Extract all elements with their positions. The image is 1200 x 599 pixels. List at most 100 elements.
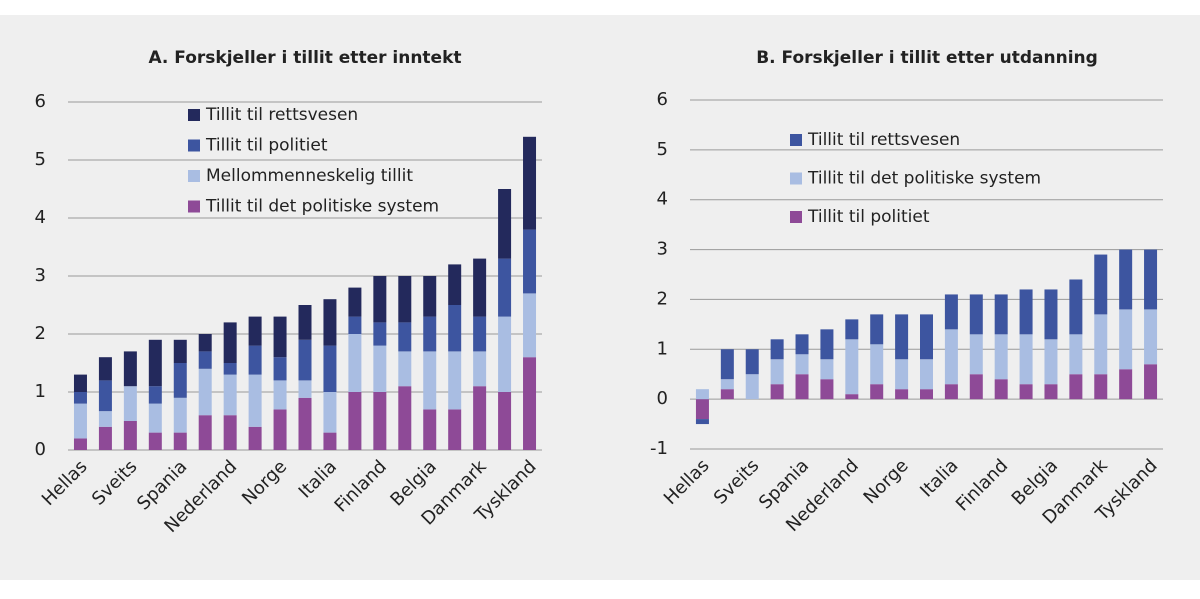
bar-segment	[1094, 314, 1108, 375]
bar-segment	[994, 294, 1008, 335]
legend-label: Tillit til rettsvesen	[205, 105, 358, 125]
bar-segment	[1144, 309, 1158, 365]
bar-segment	[1069, 279, 1083, 335]
bar-segment	[248, 374, 262, 427]
bar-segment	[173, 397, 187, 433]
bar-segment	[248, 426, 262, 450]
bar-segment	[820, 379, 834, 400]
bar-segment	[523, 293, 537, 358]
bar-segment	[98, 426, 112, 450]
bar-segment	[994, 379, 1008, 400]
legend-label: Tillit til politiet	[205, 136, 328, 156]
y-tick-label: 6	[35, 91, 46, 112]
bar-segment	[173, 432, 187, 450]
y-tick-label: 3	[35, 265, 46, 286]
bar-segment	[423, 351, 437, 410]
bar-segment	[323, 432, 337, 450]
y-tick-label: 0	[35, 439, 46, 460]
legend-swatch	[188, 109, 200, 121]
y-tick-label: 4	[657, 189, 668, 210]
bar-segment	[148, 386, 162, 404]
bar-segment	[373, 322, 387, 346]
bar-segment	[720, 379, 734, 390]
bar-segment	[198, 368, 212, 416]
bar-segment	[1019, 289, 1033, 335]
bar-segment	[944, 384, 958, 400]
bar-segment	[770, 339, 784, 360]
bar-segment	[473, 351, 487, 387]
bar-segment	[198, 351, 212, 369]
bar-segment	[870, 384, 884, 400]
bar-segment	[273, 357, 287, 381]
bar-segment	[720, 349, 734, 380]
legend-label: Tillit til politiet	[807, 207, 930, 227]
bar-segment	[969, 334, 983, 375]
y-tick-label: 1	[35, 381, 46, 402]
bar-segment	[273, 409, 287, 450]
bar-segment	[895, 314, 909, 360]
bar-segment	[448, 305, 462, 352]
bar-segment	[1019, 334, 1033, 385]
bar-segment	[423, 409, 437, 450]
y-tick-label: 0	[657, 388, 668, 409]
bar-segment	[348, 287, 362, 317]
bar-segment	[920, 359, 933, 390]
y-tick-label: 2	[657, 288, 668, 309]
bar-segment	[1144, 364, 1158, 400]
chart-title: B. Forskjeller i tillit etter utdanning	[756, 48, 1098, 68]
bar-segment	[248, 316, 262, 346]
bar-segment	[1019, 384, 1033, 400]
legend-label: Tillit til rettsvesen	[807, 130, 960, 150]
bar-segment	[123, 351, 137, 387]
bar-segment	[223, 322, 237, 363]
bar-segment	[73, 374, 87, 392]
bar-segment	[1119, 369, 1133, 400]
bar-segment	[73, 403, 87, 439]
bar-segment	[123, 386, 137, 421]
bar-segment	[373, 276, 387, 323]
y-tick-label: -1	[650, 438, 668, 459]
bar-segment	[223, 363, 237, 375]
legend-label: Tillit til det politiske system	[205, 197, 439, 217]
bar-segment	[98, 411, 112, 427]
y-tick-label: 3	[657, 239, 668, 260]
y-tick-label: 1	[657, 338, 668, 359]
bar-segment	[123, 421, 137, 450]
y-tick-label: 2	[35, 323, 46, 344]
bar-segment	[1119, 249, 1133, 310]
bar-segment	[373, 392, 387, 450]
bar-segment	[695, 399, 709, 420]
bar-segment	[1044, 384, 1058, 400]
bar-segment	[845, 319, 859, 340]
bar-segment	[198, 415, 212, 450]
bar-segment	[98, 380, 112, 412]
bar-segment	[323, 299, 337, 346]
legend-label: Tillit til det politiske system	[807, 169, 1041, 189]
bar-segment	[298, 305, 312, 340]
bar-segment	[298, 380, 312, 398]
bar-segment	[745, 374, 759, 400]
bar-segment	[820, 359, 834, 380]
bar-segment	[223, 415, 237, 450]
bar-segment	[720, 389, 734, 400]
bar-segment	[473, 316, 487, 352]
bar-segment	[398, 322, 412, 352]
bar-segment	[944, 329, 958, 385]
bar-segment	[523, 357, 537, 450]
bar-segment	[920, 389, 933, 400]
bar-segment	[820, 329, 834, 360]
bar-segment	[398, 386, 412, 450]
bar-segment	[745, 349, 759, 375]
legend-swatch	[188, 200, 200, 213]
bar-segment	[98, 357, 112, 381]
y-tick-label: 5	[35, 149, 46, 170]
bar-segment	[895, 359, 909, 390]
bar-segment	[770, 384, 784, 400]
bar-segment	[969, 374, 983, 400]
bar-segment	[248, 345, 262, 375]
legend-swatch	[790, 172, 802, 185]
chart-title: A. Forskjeller i tillit etter inntekt	[148, 48, 461, 68]
bar-segment	[498, 258, 512, 317]
bar-segment	[348, 392, 362, 450]
